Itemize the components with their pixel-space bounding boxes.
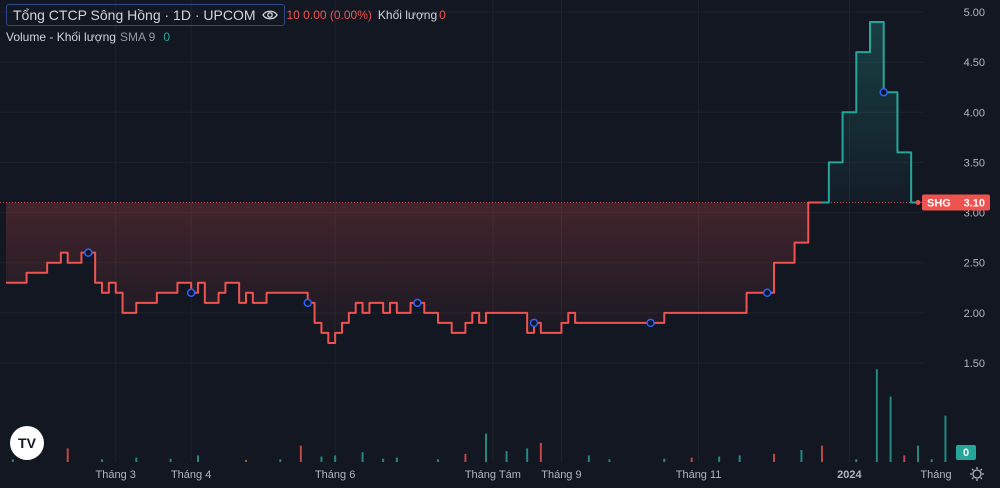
volume-bar: [437, 459, 439, 462]
volume-bar: [773, 453, 775, 462]
symbol-title: Tổng CTCP Sông Hồng · 1D · UPCOM: [13, 7, 256, 23]
volume-bar: [855, 459, 858, 462]
sma-value: 0: [163, 30, 171, 44]
volume-bar: [718, 456, 721, 462]
volume-bar: [875, 369, 878, 462]
x-tick-label: Tháng 4: [171, 469, 211, 481]
volume-bar: [903, 455, 906, 462]
price-line-down: [6, 201, 822, 344]
volume-bar: [320, 456, 323, 462]
event-marker[interactable]: [186, 288, 196, 298]
volume-bar: [485, 433, 487, 462]
volume-bar: [800, 450, 803, 462]
volume-bar: [169, 458, 172, 462]
symbol-title-box[interactable]: Tổng CTCP Sông Hồng · 1D · UPCOM: [6, 4, 285, 26]
volume-bar: [889, 396, 892, 462]
volume-bar: [382, 458, 385, 462]
y-tick-label: 3.00: [964, 208, 985, 220]
volume-bar: [464, 453, 467, 462]
volume-bar: [608, 459, 611, 462]
volume-bar: [11, 459, 14, 462]
event-marker[interactable]: [303, 298, 312, 308]
volume-bar: [395, 457, 398, 462]
event-marker[interactable]: [646, 318, 655, 328]
volume-label: Khối lượng: [377, 8, 438, 22]
event-marker[interactable]: [762, 288, 772, 298]
y-tick-label: 4.00: [964, 107, 985, 119]
volume-bar: [917, 445, 919, 462]
volume-bar: [334, 455, 337, 462]
volume-bar: [663, 458, 666, 462]
y-tick-label: 4.50: [964, 57, 985, 69]
last-price-badge: [922, 194, 990, 211]
time-axis-label[interactable]: Tháng: [920, 469, 951, 481]
volume-bar: [944, 415, 947, 462]
volume-bar: [690, 457, 693, 462]
y-tick-label: 2.50: [964, 258, 985, 270]
volume-bar: [505, 451, 508, 462]
baseline-area-up: [822, 22, 918, 203]
price-line-up: [822, 21, 918, 204]
volume-bar: [738, 455, 741, 462]
volume-bar: [245, 459, 247, 462]
baseline-area-down: [6, 202, 822, 343]
volume-bar: [101, 459, 103, 462]
volume-bar: [197, 455, 199, 462]
indicator-label: Volume - Khối lượng: [6, 30, 116, 44]
event-marker[interactable]: [413, 298, 422, 308]
x-tick-label: Tháng 9: [541, 469, 581, 481]
volume-bar: [361, 452, 364, 462]
event-marker[interactable]: [84, 248, 93, 257]
volume-bar: [930, 459, 933, 462]
gear-icon[interactable]: [970, 467, 984, 481]
sma-label: SMA 9: [119, 30, 156, 44]
y-tick-label: 1.50: [964, 358, 985, 370]
event-marker[interactable]: [879, 87, 888, 97]
x-tick-label: 2024: [837, 469, 862, 481]
volume-bar: [299, 445, 302, 462]
y-tick-label: 3.50: [964, 157, 985, 169]
last-price-symbol: SHG: [927, 198, 951, 210]
y-tick-label: 2.00: [964, 308, 985, 320]
x-tick-label: Tháng 11: [676, 469, 722, 481]
volume-bar: [526, 448, 529, 462]
x-tick-label: Tháng 6: [315, 469, 355, 481]
ohlc-values: 10 0.00 (0.00%): [286, 8, 372, 22]
last-price-value: 3.10: [964, 198, 985, 210]
volume-value-badge: [956, 445, 976, 460]
volume-value-badge-text: 0: [963, 447, 969, 459]
volume-value: 0: [439, 8, 446, 22]
legend-main: Tổng CTCP Sông Hồng · 1D · UPCOM 10 0.00…: [6, 4, 446, 26]
volume-bar: [66, 448, 69, 462]
y-tick-label: 5.00: [964, 7, 985, 19]
volume-bar: [539, 442, 542, 462]
volume-bar: [135, 457, 138, 462]
volume-bar: [587, 455, 590, 462]
volume-bar: [821, 445, 823, 462]
volume-bar: [279, 459, 282, 462]
x-tick-label: Tháng 3: [96, 469, 136, 481]
last-price-point: [915, 200, 921, 206]
x-tick-label: Tháng Tám: [465, 469, 521, 481]
tradingview-logo-icon[interactable]: TV: [10, 426, 44, 460]
eye-icon[interactable]: [261, 7, 278, 23]
legend-indicator[interactable]: Volume - Khối lượng SMA 9 0: [6, 30, 170, 44]
event-marker[interactable]: [529, 318, 539, 328]
